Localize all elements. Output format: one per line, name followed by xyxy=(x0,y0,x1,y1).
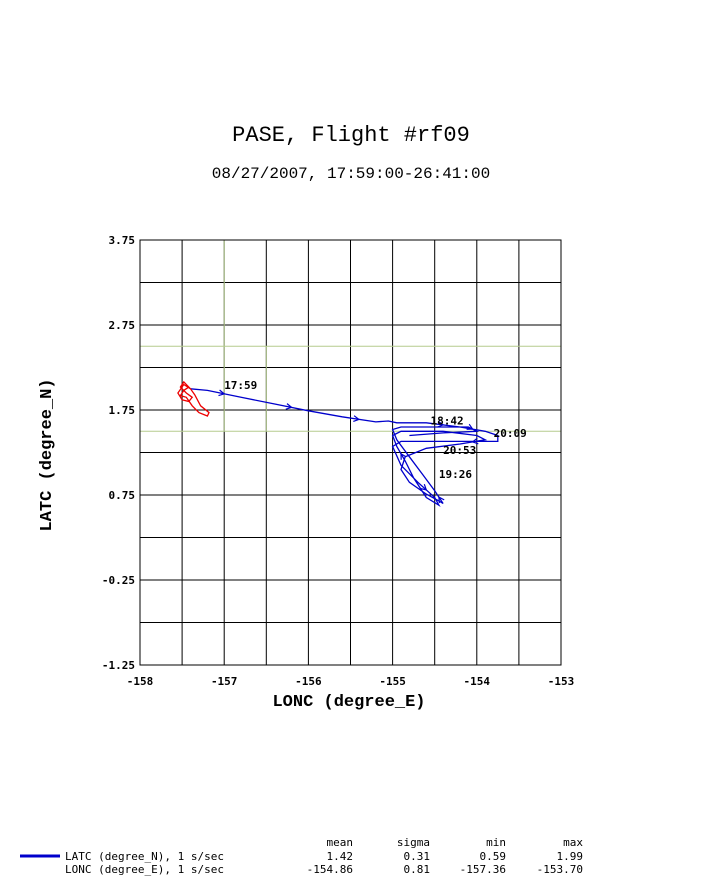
plot-grid xyxy=(140,240,561,665)
x-tick-label: -157 xyxy=(211,675,238,688)
stats-header-min: min xyxy=(486,836,506,849)
stats-lonc-mean: -154.86 xyxy=(307,863,353,876)
stats-lonc-sigma: 0.81 xyxy=(404,863,431,876)
y-tick-label: 1.75 xyxy=(109,404,136,417)
time-label: 19:26 xyxy=(439,468,472,481)
direction-arrow xyxy=(437,420,445,428)
stats-lonc-max: -153.70 xyxy=(537,863,583,876)
time-label: 20:53 xyxy=(443,444,476,457)
direction-arrows xyxy=(218,389,479,504)
direction-arrow xyxy=(420,484,428,491)
y-tick-label: 2.75 xyxy=(109,319,136,332)
direction-arrow xyxy=(466,423,474,430)
stats-row-label-lonc: LONC (degree_E), 1 s/sec xyxy=(65,863,224,876)
stats-lonc-min: -157.36 xyxy=(460,863,506,876)
stats-latc-max: 1.99 xyxy=(557,850,584,863)
stats-header-max: max xyxy=(563,836,583,849)
direction-arrow xyxy=(353,415,361,422)
series-lines xyxy=(177,380,499,508)
legend-table: mean sigma min max LATC (degree_N), 1 s/… xyxy=(20,836,583,876)
direction-arrow xyxy=(218,389,226,397)
direction-arrow xyxy=(400,452,407,460)
direction-arrow xyxy=(438,496,445,504)
x-tick-label: -156 xyxy=(295,675,322,688)
series-line-track xyxy=(190,388,499,508)
y-axis-label: LATC (degree_N) xyxy=(38,378,57,531)
stats-header-mean: mean xyxy=(327,836,354,849)
y-tick-label: 3.75 xyxy=(109,234,136,247)
x-tick-labels: -158 -157 -156 -155 -154 -153 xyxy=(127,675,575,688)
y-tick-label: -1.25 xyxy=(102,659,135,672)
x-tick-label: -153 xyxy=(548,675,575,688)
chart-title: PASE, Flight #rf09 xyxy=(232,123,470,148)
x-tick-label: -158 xyxy=(127,675,154,688)
time-label: 17:59 xyxy=(224,379,257,392)
x-axis-label: LONC (degree_E) xyxy=(272,693,425,712)
time-label: 18:42 xyxy=(430,414,463,427)
stats-latc-min: 0.59 xyxy=(480,850,507,863)
time-label: 20:09 xyxy=(494,427,527,440)
direction-arrow xyxy=(471,437,479,445)
direction-arrow xyxy=(285,403,293,410)
stats-latc-sigma: 0.31 xyxy=(404,850,431,863)
y-tick-labels: -1.25 -0.25 0.75 1.75 2.75 3.75 xyxy=(102,234,135,672)
stats-row-label-latc: LATC (degree_N), 1 s/sec xyxy=(65,850,224,863)
time-annotations: 17:59 18:42 20:09 20:53 19:26 xyxy=(224,379,527,481)
x-tick-label: -154 xyxy=(464,675,491,688)
series-line-start xyxy=(177,380,210,417)
plot-frame xyxy=(139,239,562,666)
stats-header-sigma: sigma xyxy=(397,836,430,849)
chart-subtitle: 08/27/2007, 17:59:00-26:41:00 xyxy=(212,165,490,183)
y-tick-label: 0.75 xyxy=(109,489,136,502)
x-tick-label: -155 xyxy=(379,675,406,688)
y-tick-label: -0.25 xyxy=(102,574,135,587)
stats-latc-mean: 1.42 xyxy=(327,850,354,863)
